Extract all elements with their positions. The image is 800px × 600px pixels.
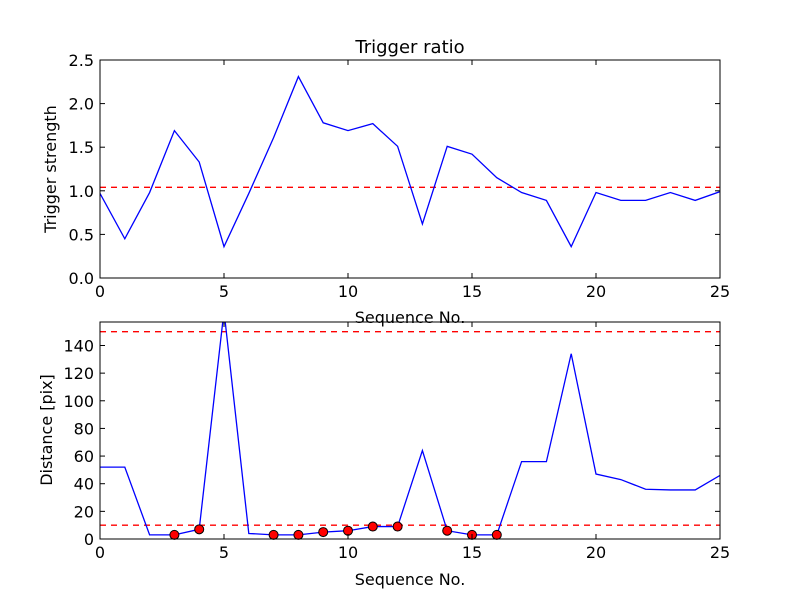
top-x-tick-label: 20 (586, 282, 606, 301)
bottom-x-tick-label: 0 (95, 543, 105, 562)
top-y-tick-label: 2.5 (69, 51, 94, 70)
bottom-y-tick-label: 20 (74, 502, 94, 521)
bottom-plot-frame (99, 321, 721, 540)
bottom-x-tick-label: 10 (338, 543, 358, 562)
bottom-x-tick-label: 25 (710, 543, 730, 562)
distance-chart: 0 5 10 15 20 25 0 20 40 60 80 100 120 140 Sequence No… (37, 321, 730, 589)
bottom-data-marker (442, 525, 453, 536)
bottom-reference-lines (100, 331, 720, 526)
bottom-data-marker (367, 521, 378, 532)
top-y-tick-label: 1.0 (69, 182, 94, 201)
bottom-y-tick-label: 40 (74, 475, 94, 494)
top-plot-frame (99, 59, 721, 279)
bottom-y-tick-label: 140 (63, 336, 94, 355)
bottom-x-tick-label: 20 (586, 543, 606, 562)
bottom-y-tick-label: 80 (74, 419, 94, 438)
top-x-axis-label: Sequence No. (355, 308, 466, 327)
bottom-series-line (100, 322, 720, 536)
top-y-tick-label: 2.0 (69, 95, 94, 114)
bottom-y-tick-label: 0 (84, 530, 94, 549)
bottom-data-marker (318, 527, 329, 538)
top-chart-title: Trigger ratio (354, 37, 464, 58)
bottom-x-axis-label: Sequence No. (355, 570, 466, 589)
top-x-tick-label: 10 (338, 282, 358, 301)
bottom-data-marker (293, 529, 304, 540)
bottom-ticks-group: 0 5 10 15 20 25 0 20 40 60 80 100 120 140 (63, 322, 730, 562)
bottom-data-marker (268, 529, 279, 540)
bottom-y-tick-label: 120 (63, 364, 94, 383)
bottom-markers-group (169, 521, 502, 540)
bottom-y-axis-label: Distance [pix] (37, 374, 56, 486)
bottom-y-tick-label: 100 (63, 392, 94, 411)
bottom-data-marker (343, 525, 353, 536)
bottom-data-marker (169, 529, 180, 540)
top-x-tick-label: 0 (95, 282, 105, 301)
top-ticks-group: 0 5 10 15 20 25 0.0 0.5 1.0 1.5 2.0 2.5 (69, 51, 731, 301)
top-x-tick-label: 15 (462, 282, 482, 301)
top-x-tick-label: 25 (710, 282, 730, 301)
top-y-tick-label: 1.5 (69, 138, 94, 157)
top-series-group (100, 75, 720, 249)
top-x-tick-label: 5 (219, 282, 229, 301)
top-series-line (100, 75, 720, 249)
bottom-data-marker (392, 521, 403, 532)
bottom-x-tick-label: 15 (462, 543, 482, 562)
top-y-tick-label: 0.0 (69, 269, 94, 288)
bottom-data-marker (491, 529, 502, 540)
top-y-tick-label: 0.5 (69, 225, 94, 244)
bottom-series-group (100, 322, 720, 536)
bottom-y-tick-label: 60 (74, 447, 94, 466)
top-y-axis-label: Trigger strength (41, 105, 60, 234)
bottom-data-marker (194, 524, 205, 535)
bottom-x-tick-label: 5 (219, 543, 229, 562)
